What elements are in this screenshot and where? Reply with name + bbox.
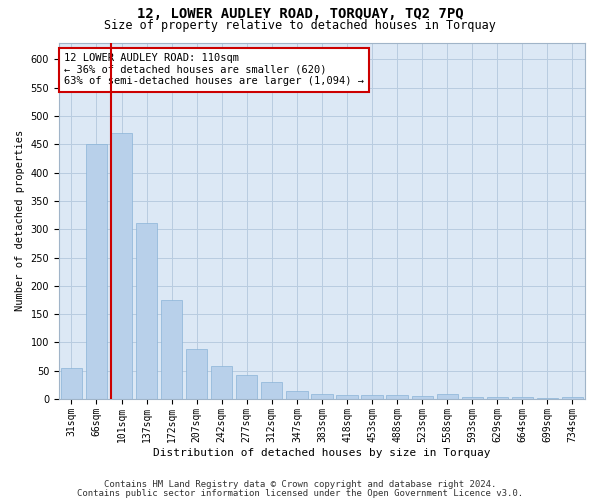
Y-axis label: Number of detached properties: Number of detached properties bbox=[15, 130, 25, 312]
Bar bbox=[286, 390, 308, 399]
Bar bbox=[437, 394, 458, 399]
Bar bbox=[562, 397, 583, 399]
X-axis label: Distribution of detached houses by size in Torquay: Distribution of detached houses by size … bbox=[153, 448, 491, 458]
Text: 12, LOWER AUDLEY ROAD, TORQUAY, TQ2 7PQ: 12, LOWER AUDLEY ROAD, TORQUAY, TQ2 7PQ bbox=[137, 8, 463, 22]
Bar bbox=[412, 396, 433, 399]
Bar bbox=[311, 394, 332, 399]
Bar bbox=[236, 374, 257, 399]
Bar bbox=[487, 398, 508, 399]
Text: 12 LOWER AUDLEY ROAD: 110sqm
← 36% of detached houses are smaller (620)
63% of s: 12 LOWER AUDLEY ROAD: 110sqm ← 36% of de… bbox=[64, 53, 364, 86]
Bar bbox=[512, 398, 533, 399]
Bar bbox=[111, 133, 132, 399]
Bar bbox=[161, 300, 182, 399]
Bar bbox=[461, 398, 483, 399]
Text: Size of property relative to detached houses in Torquay: Size of property relative to detached ho… bbox=[104, 18, 496, 32]
Text: Contains public sector information licensed under the Open Government Licence v3: Contains public sector information licen… bbox=[77, 489, 523, 498]
Bar bbox=[136, 223, 157, 399]
Bar bbox=[86, 144, 107, 399]
Bar bbox=[61, 368, 82, 399]
Bar bbox=[537, 398, 558, 399]
Bar bbox=[211, 366, 232, 399]
Bar bbox=[337, 394, 358, 399]
Text: Contains HM Land Registry data © Crown copyright and database right 2024.: Contains HM Land Registry data © Crown c… bbox=[104, 480, 496, 489]
Bar bbox=[261, 382, 283, 399]
Bar bbox=[361, 394, 383, 399]
Bar bbox=[386, 395, 408, 399]
Bar bbox=[186, 350, 208, 399]
